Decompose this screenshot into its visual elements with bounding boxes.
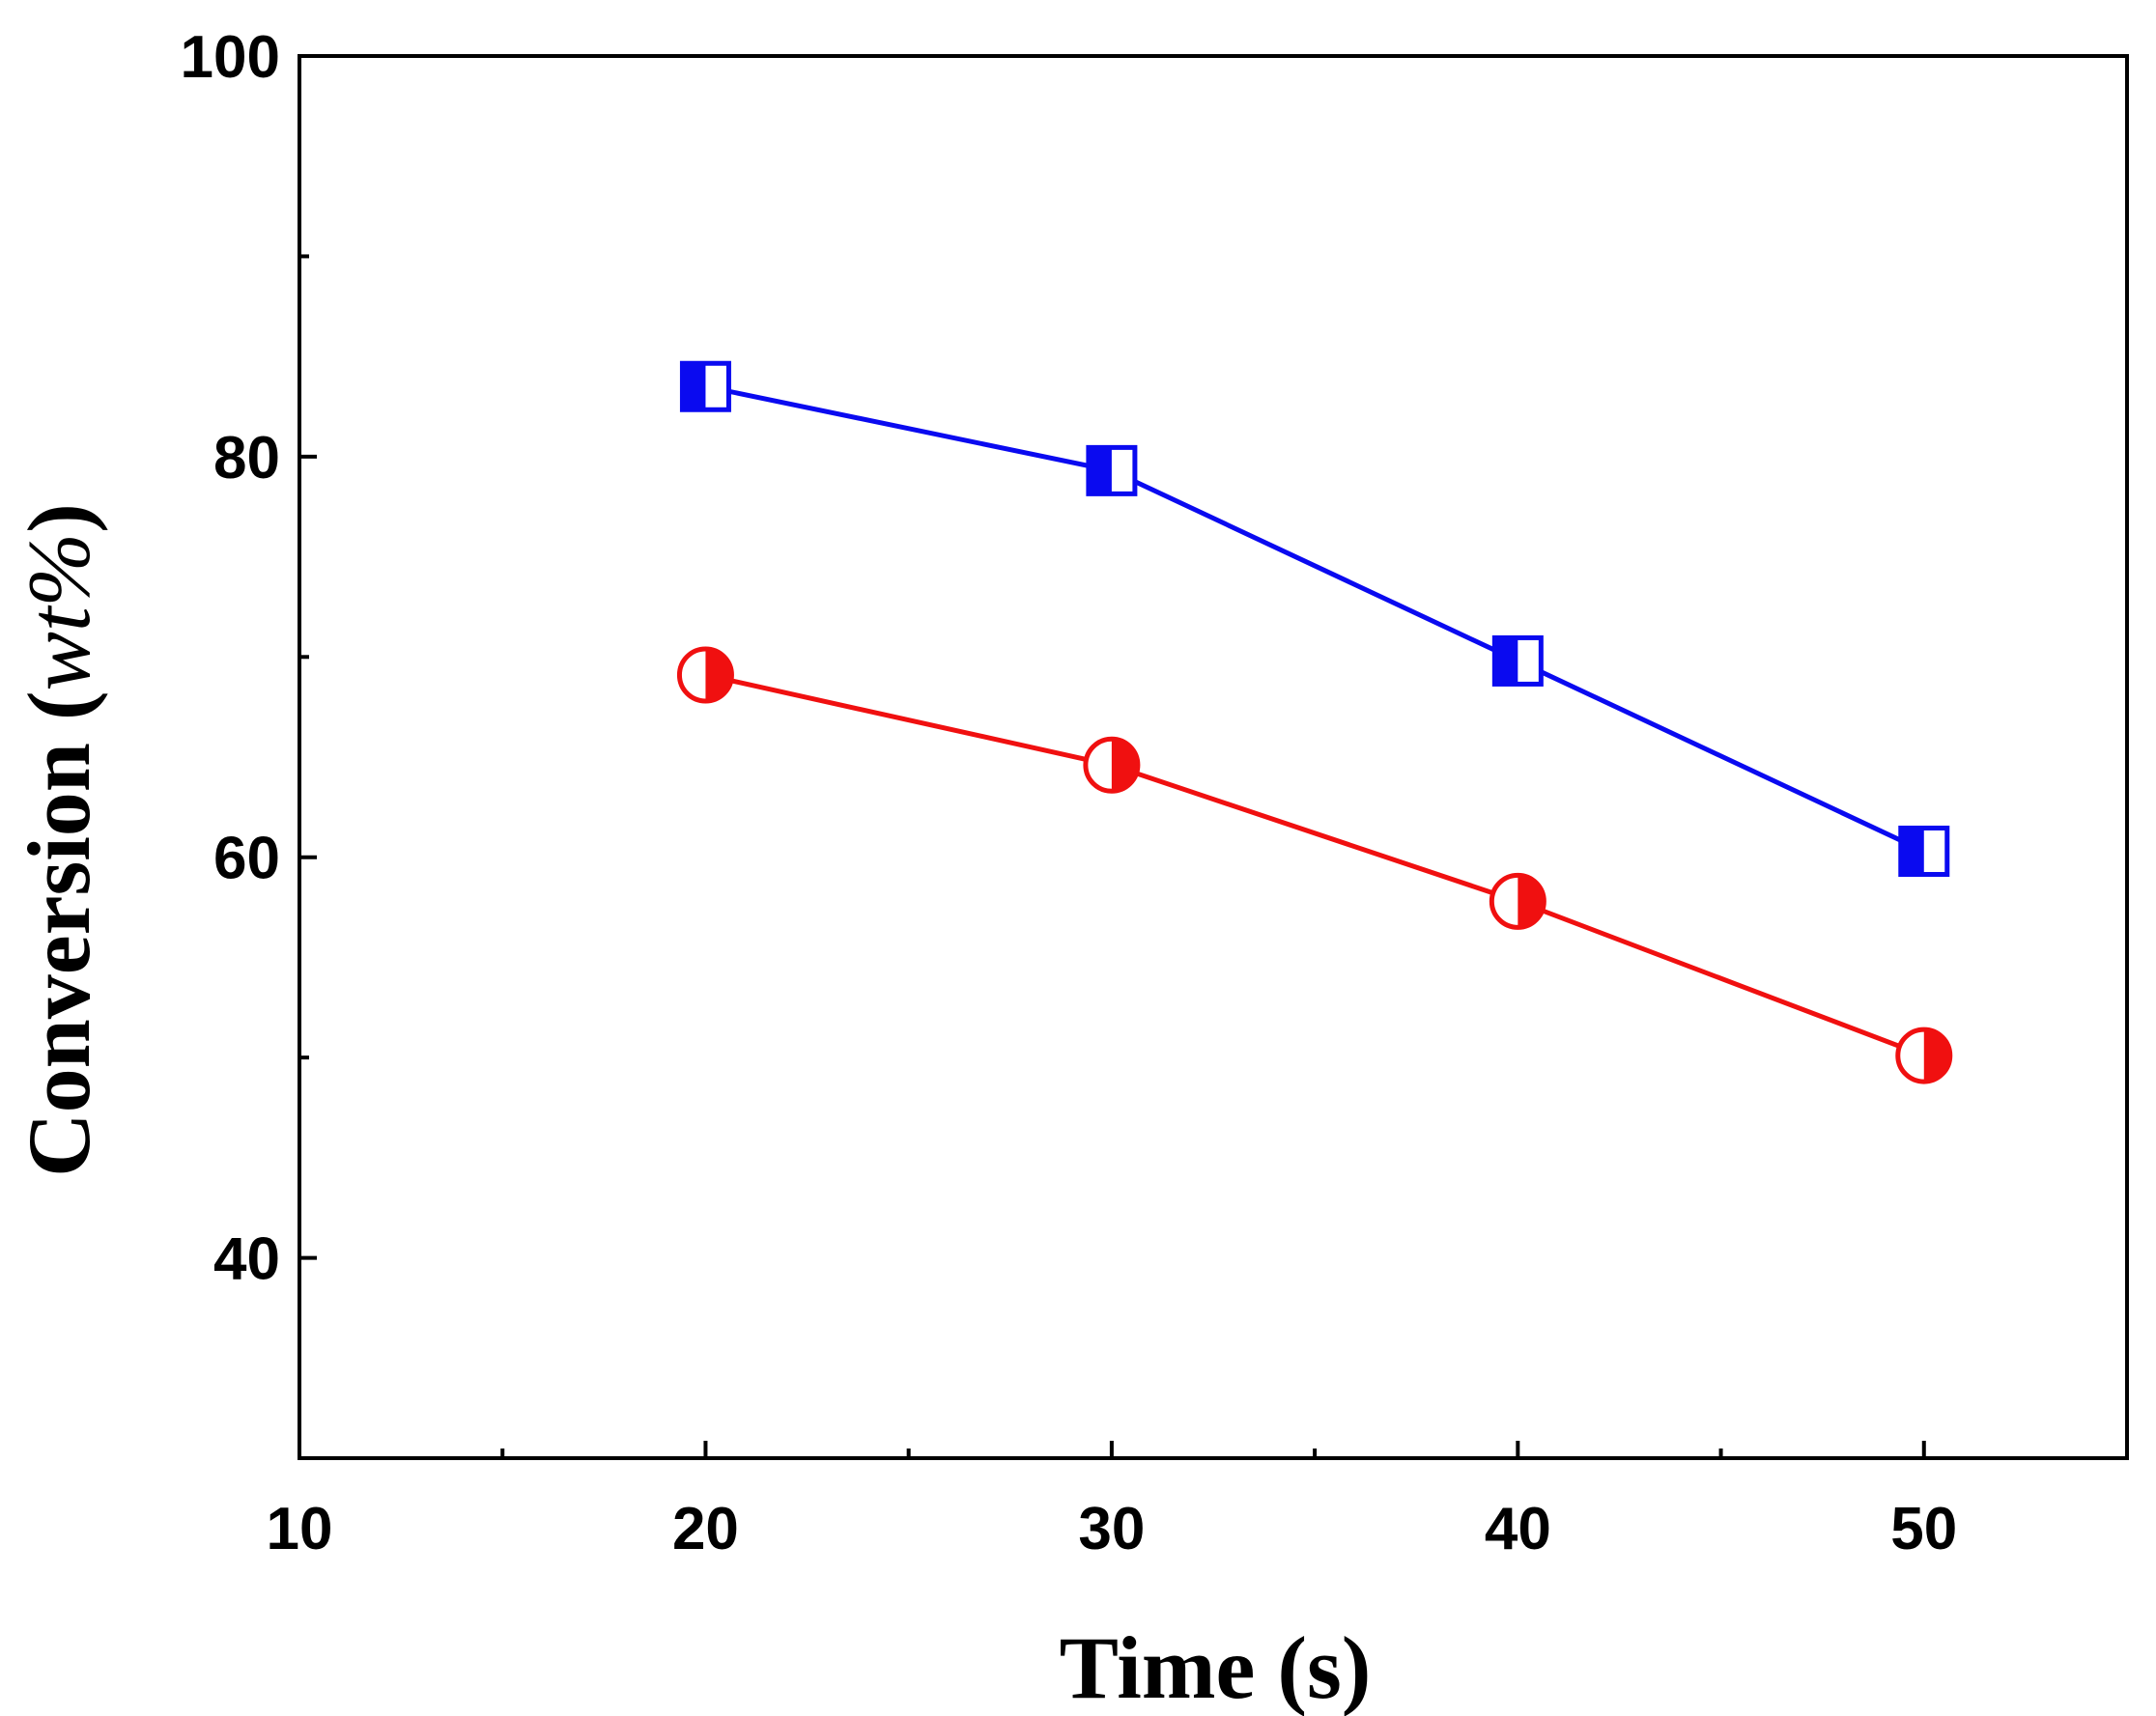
series-line (704, 383, 1925, 854)
circle-marker (1895, 1027, 1953, 1084)
x-axis-title: Time (s) (1060, 1618, 1372, 1716)
y-axis-title-close: ) (10, 503, 108, 533)
series-line (704, 672, 1925, 1058)
series-2 (676, 646, 1953, 1084)
circle-marker (1489, 872, 1546, 930)
x-tick-label: 40 (1485, 1496, 1551, 1562)
square-marker (1086, 444, 1138, 496)
square-marker (1491, 634, 1544, 687)
y-tick-label: 100 (181, 24, 280, 91)
tick-labels: 10 20 30 40 50 40 60 80 100 (181, 24, 1958, 1562)
x-tick-label: 30 (1078, 1496, 1145, 1562)
x-tick-label: 50 (1890, 1496, 1957, 1562)
x-tick-label: 20 (672, 1496, 739, 1562)
series-1 (679, 360, 1950, 877)
x-tick-label: 10 (267, 1496, 333, 1562)
circle-marker (676, 646, 734, 704)
y-axis-title-unit: wt% (10, 533, 108, 691)
y-axis-title-main: Conversion ( (10, 690, 108, 1176)
y-tick-label: 40 (213, 1226, 280, 1293)
square-marker (1898, 825, 1950, 877)
y-tick-label: 80 (213, 425, 280, 492)
circle-marker (1083, 736, 1141, 794)
y-tick-label: 60 (213, 826, 280, 892)
square-marker (679, 360, 731, 412)
series-layer (676, 360, 1953, 1084)
y-axis-title: Conversion (wt%) (10, 503, 108, 1177)
plot-frame (298, 54, 2129, 1460)
